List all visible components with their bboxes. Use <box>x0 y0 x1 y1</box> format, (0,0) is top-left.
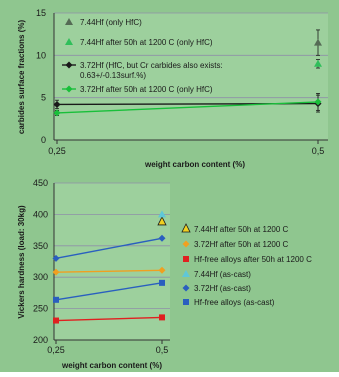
series-line <box>55 269 163 273</box>
y-tick-label: 10 <box>36 50 46 60</box>
legend-item: 3.72Hf after 50h at 1200 C (only HfC) <box>62 85 213 94</box>
data-point <box>314 59 322 67</box>
series-group <box>157 216 167 226</box>
legend-swatch <box>182 240 190 248</box>
series-line <box>55 237 163 260</box>
legend-label: 3.72Hf (as-cast) <box>194 284 251 293</box>
series-group <box>52 234 166 262</box>
legend-label: 3.72Hf after 50h at 1200 C <box>194 240 289 249</box>
y-tick-label: 300 <box>33 272 48 282</box>
legend-label: 7.44Hf after 50h at 1200 C <box>194 225 289 234</box>
legend-swatch <box>65 18 73 25</box>
legend-item: 3.72Hf after 50h at 1200 C <box>182 240 289 249</box>
data-point <box>52 254 60 262</box>
y-tick-label: 350 <box>33 241 48 251</box>
grid-2 <box>54 182 170 310</box>
y-tick-label: 450 <box>33 178 48 188</box>
series-line <box>55 282 163 301</box>
series-line <box>56 101 319 114</box>
series-group <box>52 266 166 276</box>
legend-label: Hf-free alloys (as-cast) <box>194 298 275 307</box>
data-point <box>158 266 166 274</box>
legend-2: 7.44Hf after 50h at 1200 C 3.72Hf after 5… <box>181 223 312 307</box>
legend-label: 7.44Hf after 50h at 1200 C (only HfC) <box>80 38 213 47</box>
data-point <box>158 234 166 242</box>
legend-item: 7.44Hf after 50h at 1200 C (only HfC) <box>65 38 213 47</box>
data-point <box>53 296 59 303</box>
legend-item: 7.44Hf after 50h at 1200 C <box>181 223 289 234</box>
series-group <box>158 210 166 218</box>
y-axis-label-1: carbides surface fractions (%) <box>17 20 26 135</box>
data-point <box>53 100 61 108</box>
plot-area-1 <box>54 13 328 140</box>
legend-swatch <box>65 85 73 93</box>
legend-item: 3.72Hf (as-cast) <box>182 284 251 293</box>
series-group <box>53 279 165 303</box>
legend-label: Hf-free alloys after 50h at 1200 C <box>194 255 312 264</box>
y-tick-label: 5 <box>41 93 46 103</box>
series-group <box>53 314 165 324</box>
legend-swatch <box>181 223 191 233</box>
x-tick-labels-1: 0,25 0,5 <box>48 146 324 156</box>
x-tick-label: 0,25 <box>47 345 65 355</box>
series-group <box>314 59 322 69</box>
series-line <box>55 316 163 322</box>
data-point <box>53 109 61 117</box>
legend-item: Hf-free alloys (as-cast) <box>183 298 275 307</box>
legend-label: 3.72Hf after 50h at 1200 C (only HfC) <box>80 85 213 94</box>
legend-label: 7.44Hf (as-cast) <box>194 270 251 279</box>
y-tick-label: 200 <box>33 335 48 345</box>
x-tick-labels-2: 0,25 0,5 <box>47 345 168 355</box>
chart-hardness: 200 250 300 350 400 450 0,25 0,5 7.44Hf after … <box>17 178 312 370</box>
legend-swatch <box>65 38 73 45</box>
legend-swatch <box>183 299 189 305</box>
x-tick-label: 0,5 <box>156 345 169 355</box>
data-point <box>52 268 60 276</box>
y-tick-label: 15 <box>36 8 46 18</box>
x-axis-label-1: weight carbon content (%) <box>144 160 245 169</box>
legend-item: Hf-free alloys after 50h at 1200 C <box>183 255 312 264</box>
chart-carbides: 0 5 10 15 0,25 0,5 7.44Hf (only HfC) 7.44Hf a… <box>17 8 328 169</box>
data-point <box>314 98 322 106</box>
legend-swatch <box>183 256 189 262</box>
grid-1 <box>54 12 328 99</box>
legend-swatch <box>65 61 73 69</box>
series-2 <box>52 210 167 324</box>
data-point <box>314 38 322 46</box>
data-point <box>53 317 59 324</box>
data-point <box>158 210 166 218</box>
y-tick-labels-2: 200 250 300 350 400 450 <box>33 178 48 345</box>
legend-swatch <box>182 284 190 292</box>
legend-item: 3.72Hf (HfC, but Cr carbides also exists… <box>62 61 223 80</box>
y-tick-labels-1: 0 5 10 15 <box>36 8 46 145</box>
y-axis-label-2: Vickers hardness (load: 30kg) <box>17 205 26 319</box>
legend-item: 7.44Hf (only HfC) <box>65 18 142 27</box>
data-point <box>159 314 165 321</box>
legend-swatch <box>182 270 190 277</box>
y-tick-label: 250 <box>33 304 48 314</box>
plot-area-2 <box>54 183 170 340</box>
x-tick-label: 0,25 <box>48 146 66 156</box>
legend-1: 7.44Hf (only HfC) 7.44Hf after 50h at 120… <box>62 18 223 94</box>
data-point <box>157 216 167 226</box>
legend-label: 0.63+/-0.13surf.%) <box>80 71 146 80</box>
data-point <box>159 279 165 286</box>
series-group <box>53 93 322 117</box>
axes-2 <box>53 183 170 344</box>
x-axis-label-2: weight carbon content (%) <box>61 361 162 370</box>
legend-item: 7.44Hf (as-cast) <box>182 270 251 279</box>
series-1 <box>53 29 322 117</box>
y-tick-label: 400 <box>33 209 48 219</box>
legend-label: 3.72Hf (HfC, but Cr carbides also exists… <box>80 61 223 70</box>
legend-label: 7.44Hf (only HfC) <box>80 18 142 27</box>
x-tick-label: 0,5 <box>312 146 325 156</box>
axes-1 <box>53 13 328 144</box>
series-group <box>314 29 322 56</box>
y-tick-label: 0 <box>41 135 46 145</box>
